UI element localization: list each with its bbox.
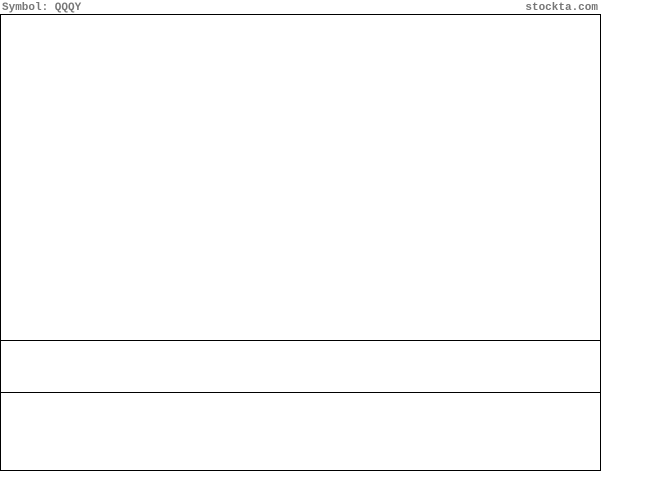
symbol: Symbol: QQQY — [2, 2, 82, 14]
macd-frame — [0, 392, 601, 471]
site: stockta.com — [525, 2, 598, 14]
